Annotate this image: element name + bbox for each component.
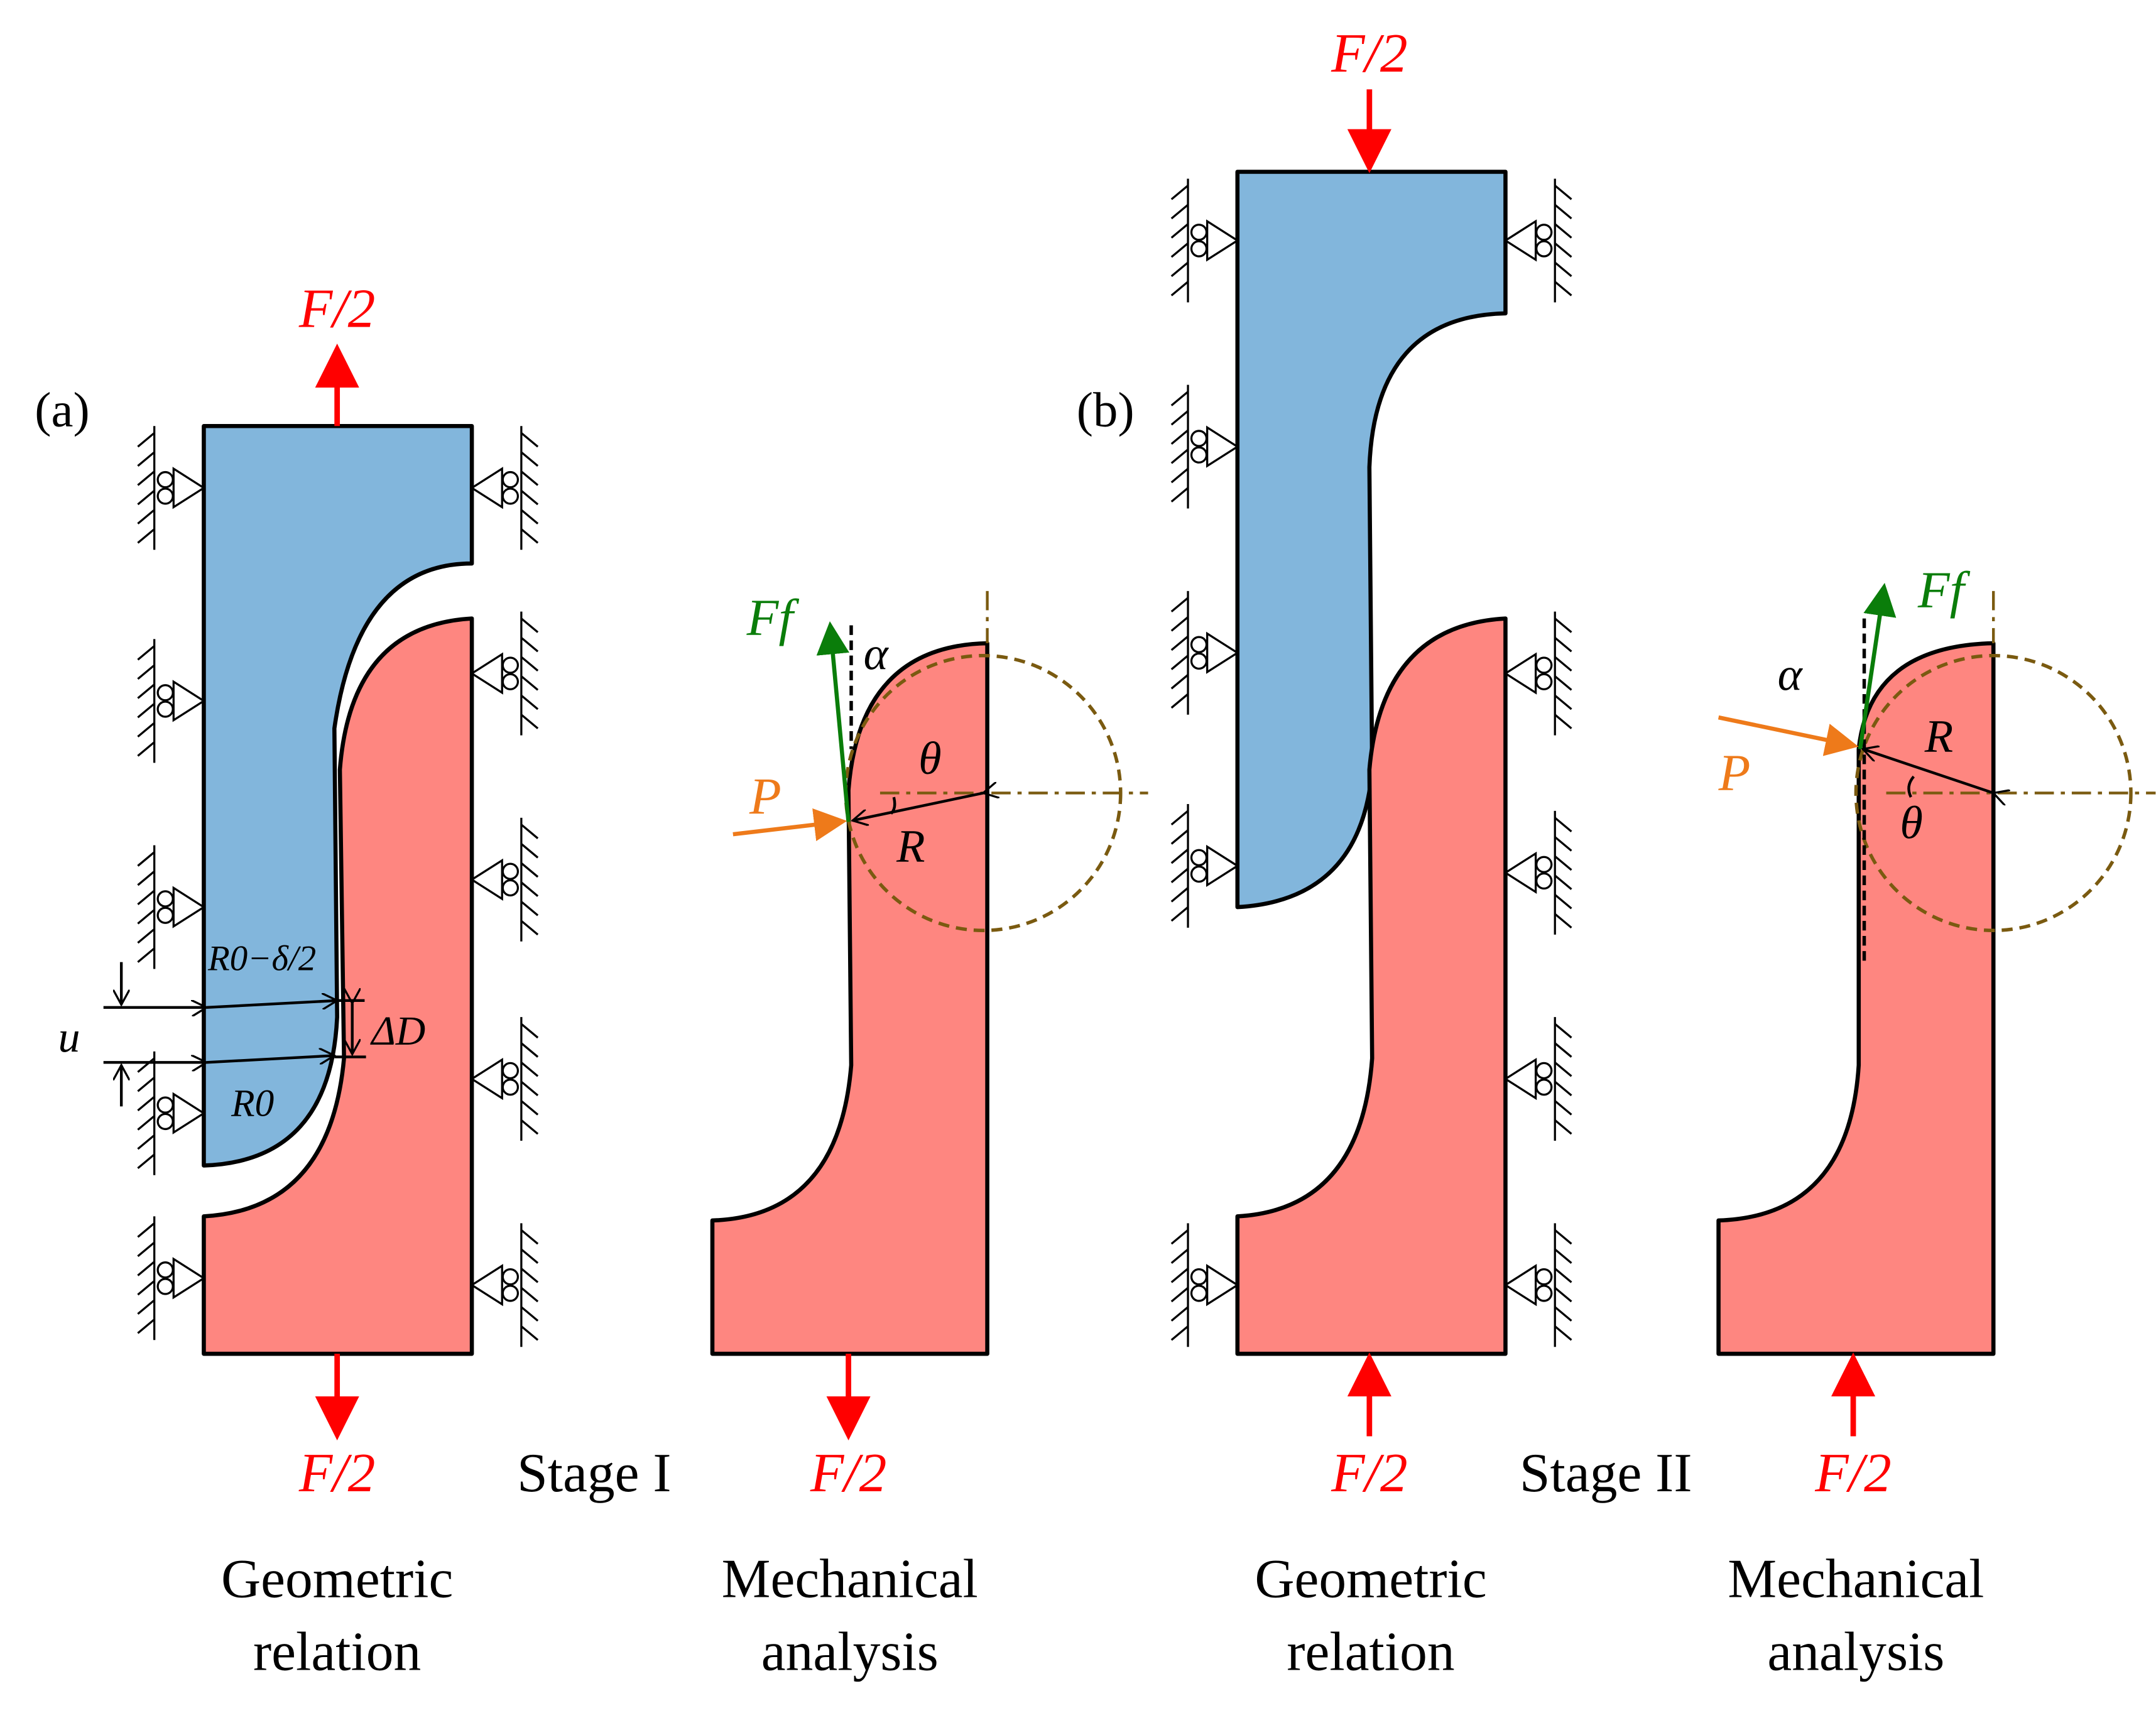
- upper-block: [1235, 170, 1508, 910]
- caption-mech-a-1: Mechanical: [722, 1548, 978, 1609]
- label-p: P: [749, 767, 781, 825]
- lower-block: [202, 616, 474, 1356]
- roller-support-icon: [137, 1051, 206, 1175]
- force-label-mech: F/2: [810, 1442, 887, 1503]
- label-alpha: α: [1778, 649, 1804, 700]
- roller-support-icon: [1170, 384, 1239, 509]
- label-theta: θ: [1900, 798, 1923, 849]
- caption-mech-b-1: Mechanical: [1728, 1548, 1984, 1609]
- roller-support-icon: [470, 817, 539, 942]
- roller-support-icon: [1503, 810, 1572, 935]
- lower-block: [1235, 616, 1508, 1356]
- panel-a-geometric: u R0−δ/2 R0 ΔD (a) F/2 F/2 Geometric rel…: [35, 278, 671, 1682]
- roller-support-icon: [1170, 803, 1239, 928]
- contact-circle: [1854, 653, 2133, 933]
- dim-r0-minus-delta: R0−δ/2: [207, 939, 316, 979]
- force-label-top: F/2: [298, 278, 376, 339]
- force-label-top: F/2: [1331, 23, 1408, 84]
- panel-b-label: (b): [1077, 383, 1135, 437]
- dim-delta-d: ΔD: [369, 1009, 425, 1054]
- force-label-bottom: F/2: [298, 1442, 376, 1503]
- panel-a-mechanical: Ff α P θ R F/2 Mechanical analysis: [710, 589, 1148, 1682]
- roller-support-icon: [137, 1216, 206, 1340]
- label-ff: Ff: [746, 589, 800, 646]
- force-label-mech: F/2: [1814, 1442, 1892, 1503]
- label-theta: θ: [918, 733, 942, 785]
- lower-block-mech: [710, 641, 989, 1356]
- roller-support-icon: [1503, 1223, 1572, 1347]
- stage-label-b: Stage II: [1520, 1442, 1692, 1503]
- friction-arrow: [816, 621, 851, 822]
- force-label-bottom: F/2: [1331, 1442, 1408, 1503]
- dim-u: u: [58, 1013, 80, 1062]
- roller-support-icon: [470, 1223, 539, 1347]
- label-alpha: α: [864, 629, 890, 680]
- label-r: R: [1924, 711, 1953, 763]
- roller-supports: [137, 178, 1572, 1347]
- roller-support-icon: [137, 426, 206, 550]
- caption-geo-b-2: relation: [1287, 1621, 1454, 1682]
- roller-support-icon: [470, 426, 539, 550]
- roller-support-icon: [137, 845, 206, 969]
- lower-block-mech: [1716, 641, 1996, 1356]
- roller-support-icon: [1503, 178, 1572, 303]
- roller-support-icon: [1170, 178, 1239, 303]
- caption-geo-a-1: Geometric: [221, 1548, 453, 1609]
- caption-mech-a-2: analysis: [761, 1621, 939, 1682]
- dim-r0: R0: [231, 1082, 274, 1125]
- roller-support-icon: [137, 639, 206, 763]
- upper-block: [202, 423, 474, 1168]
- caption-geo-a-2: relation: [253, 1621, 421, 1682]
- panel-a-label: (a): [35, 383, 89, 437]
- roller-support-icon: [1170, 1223, 1239, 1347]
- label-p: P: [1718, 744, 1751, 802]
- caption-geo-b-1: Geometric: [1255, 1548, 1486, 1609]
- panel-b-geometric: (b) F/2 F/2 Geometric relation Stage II: [1077, 23, 1692, 1682]
- roller-support-icon: [1503, 611, 1572, 736]
- pressure-arrow: [1718, 715, 1859, 756]
- pressure-arrow: [732, 808, 847, 842]
- roller-support-icon: [470, 611, 539, 736]
- stage-label-a: Stage I: [517, 1442, 671, 1503]
- panel-b-mechanical: Ff α P θ R F/2 Mechanical analysis: [1716, 561, 2156, 1682]
- roller-support-icon: [470, 1017, 539, 1141]
- friction-arrow: [1858, 582, 1897, 749]
- label-ff: Ff: [1917, 561, 1971, 619]
- caption-mech-b-2: analysis: [1767, 1621, 1944, 1682]
- label-r: R: [896, 821, 925, 873]
- roller-support-icon: [1170, 590, 1239, 715]
- roller-support-icon: [1503, 1017, 1572, 1141]
